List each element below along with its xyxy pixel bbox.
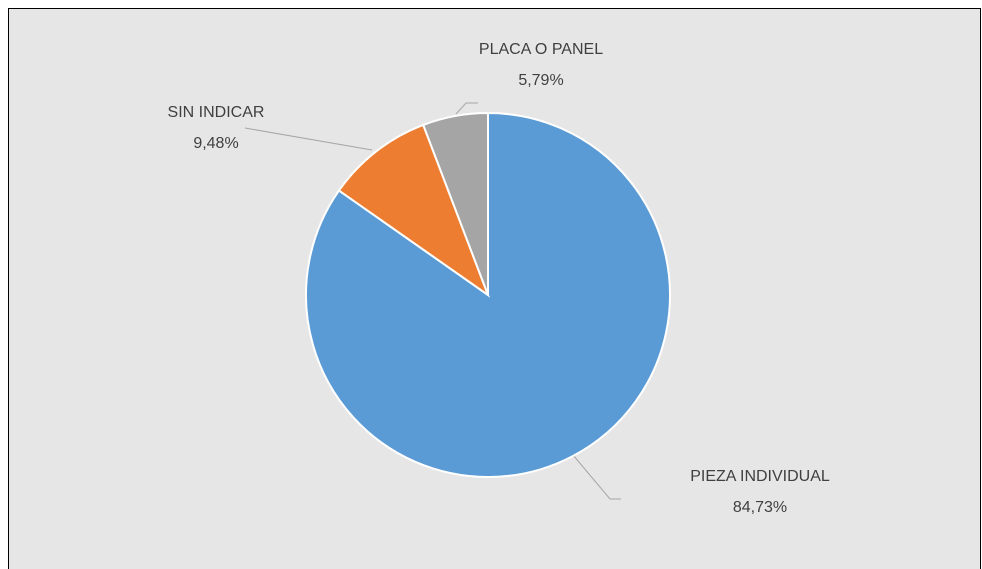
leader-line	[455, 102, 478, 115]
value-label: 84,73%	[733, 499, 787, 516]
leader-line	[244, 127, 373, 151]
category-label: PLACA O PANEL	[479, 41, 603, 58]
leader-line	[572, 454, 621, 500]
pie-slice	[337, 123, 491, 298]
category-label: PIEZA INDIVIDUAL	[690, 468, 830, 485]
pie-slice	[304, 111, 671, 478]
value-label: 9,48%	[193, 135, 238, 152]
value-label: 5,79%	[518, 72, 563, 89]
category-label: SIN INDICAR	[168, 104, 265, 121]
pie-slice	[421, 111, 489, 296]
